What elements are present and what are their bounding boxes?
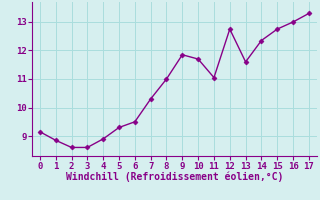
X-axis label: Windchill (Refroidissement éolien,°C): Windchill (Refroidissement éolien,°C)	[66, 172, 283, 182]
